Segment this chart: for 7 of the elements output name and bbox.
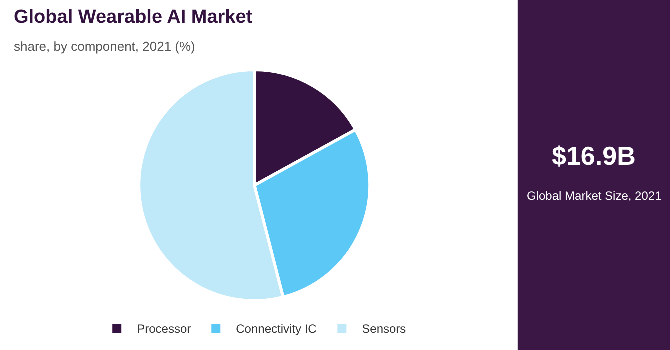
legend-label: Connectivity IC bbox=[236, 322, 318, 336]
legend-label: Sensors bbox=[362, 322, 406, 336]
text: $16.9B bbox=[552, 141, 636, 171]
text: Global Market Size, 2021 bbox=[527, 189, 662, 203]
legend-label: Processor bbox=[137, 322, 192, 336]
chart-title: Global Wearable AI Market bbox=[14, 7, 254, 28]
chart-subtitle: share, by component, 2021 (%) bbox=[14, 39, 196, 54]
